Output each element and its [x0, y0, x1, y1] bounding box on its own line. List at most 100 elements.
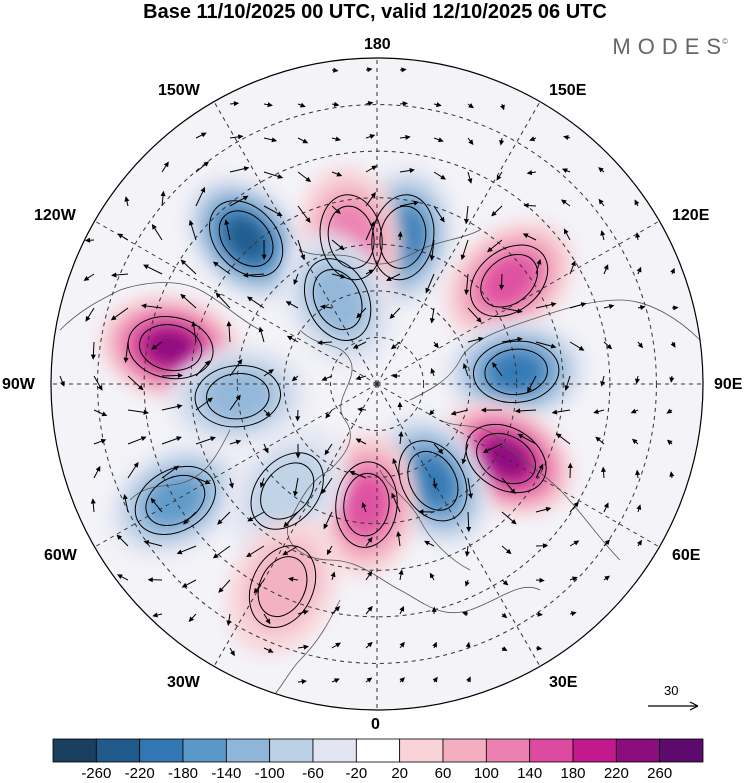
wind-arrow — [595, 436, 605, 445]
wind-arrow — [430, 367, 436, 377]
lon-label-60w: 60W — [44, 547, 77, 564]
wind-arrow — [666, 408, 673, 414]
colorbar-swatch — [225, 738, 271, 763]
wind-arrow — [433, 205, 445, 223]
wind-arrow — [429, 307, 435, 324]
wind-arrow — [141, 303, 163, 309]
contour-line — [312, 269, 363, 331]
wind-arrow — [321, 375, 333, 381]
wind-arrow — [229, 134, 244, 140]
wind-arrow — [522, 233, 537, 241]
wind-arrow — [365, 134, 376, 139]
modes-logo: MODES© — [612, 34, 729, 59]
wind-arrow — [603, 341, 613, 350]
wind-arrow — [399, 67, 407, 73]
wind-arrow — [212, 545, 231, 559]
wind-arrow — [195, 477, 211, 485]
wind-arrow — [535, 506, 552, 513]
lon-label-150e: 150E — [549, 82, 587, 99]
wind-arrow — [161, 436, 182, 445]
colorbar-label: -60 — [302, 765, 324, 782]
wind-arrow — [634, 199, 640, 207]
wind-arrow — [569, 501, 579, 513]
wind-arrow — [432, 641, 437, 649]
wind-arrow — [563, 228, 571, 241]
wind-arrow — [212, 261, 231, 275]
wind-arrow — [143, 264, 163, 275]
wind-arrow — [514, 408, 537, 414]
wind-arrow — [291, 375, 299, 382]
colorbar-swatch — [572, 738, 617, 763]
wind-arrow — [151, 223, 163, 241]
contour-line — [476, 432, 536, 485]
wind-arrow — [228, 477, 234, 489]
wind-arrow — [331, 606, 341, 615]
wind-arrow — [229, 166, 250, 173]
contour-line — [319, 194, 383, 281]
lon-label-180: 180 — [364, 36, 391, 53]
wind-arrow — [491, 205, 503, 217]
wind-arrow — [399, 200, 420, 207]
colorbar-label: -260 — [81, 765, 112, 782]
wind-arrow — [569, 540, 580, 547]
wind-arrow — [217, 511, 231, 525]
wind-arrow — [399, 167, 415, 174]
wind-arrow — [127, 461, 139, 479]
wind-arrow — [331, 136, 341, 142]
contour-line — [209, 200, 284, 277]
wind-arrow — [535, 341, 557, 349]
wind-arrow — [635, 469, 641, 479]
wind-arrow — [283, 511, 299, 528]
wind-arrow — [319, 304, 333, 310]
wind-arrow — [603, 304, 615, 310]
colorbar-label: 220 — [603, 765, 629, 782]
wind-arrow — [365, 67, 373, 73]
reference-vector-arrow — [648, 701, 699, 711]
meridian-line — [376, 383, 660, 548]
wind-arrow — [535, 645, 543, 651]
wind-arrow — [637, 341, 644, 349]
colorbar-swatch — [615, 738, 661, 763]
wind-arrow — [297, 644, 309, 650]
wind-arrow — [263, 369, 275, 377]
map-border — [50, 57, 704, 711]
wind-arrow — [365, 641, 373, 649]
wind-arrow — [631, 438, 639, 445]
wind-arrow — [637, 305, 646, 311]
wind-arrow — [293, 477, 299, 497]
wind-arrow — [526, 170, 537, 176]
reference-vector-label: 30 — [664, 683, 679, 698]
wind-arrow — [263, 613, 271, 625]
meridian-line — [94, 383, 378, 548]
wind-arrow — [429, 572, 435, 581]
wind-arrow — [229, 358, 243, 377]
wind-arrow — [492, 362, 503, 377]
anomaly-low-beaufort — [281, 230, 394, 369]
lon-label-60e: 60E — [672, 547, 701, 564]
wind-arrow — [523, 202, 537, 209]
colorbar-swatch — [139, 738, 184, 763]
wind-arrow — [180, 293, 197, 309]
wind-arrow — [365, 570, 373, 581]
wind-arrow — [90, 498, 96, 513]
wind-arrow — [569, 611, 577, 617]
wind-arrow — [496, 171, 503, 181]
wind-arrow — [295, 409, 301, 422]
contour-line — [484, 348, 548, 396]
wind-arrow — [669, 471, 675, 479]
contour-line — [134, 465, 216, 535]
wind-arrow — [467, 336, 484, 343]
lon-label-90w: 90W — [2, 376, 35, 393]
wind-arrow — [432, 676, 438, 683]
wind-arrow — [180, 259, 197, 275]
wind-arrow — [218, 579, 231, 593]
wind-arrow — [569, 302, 587, 309]
wind-arrow — [630, 408, 639, 414]
wind-arrow — [331, 678, 340, 684]
wind-arrow — [433, 171, 447, 180]
wind-arrow — [398, 431, 404, 445]
wind-arrow — [325, 409, 333, 419]
wind-arrow — [295, 443, 301, 459]
wind-arrow — [569, 341, 585, 351]
wind-arrow — [331, 171, 343, 177]
